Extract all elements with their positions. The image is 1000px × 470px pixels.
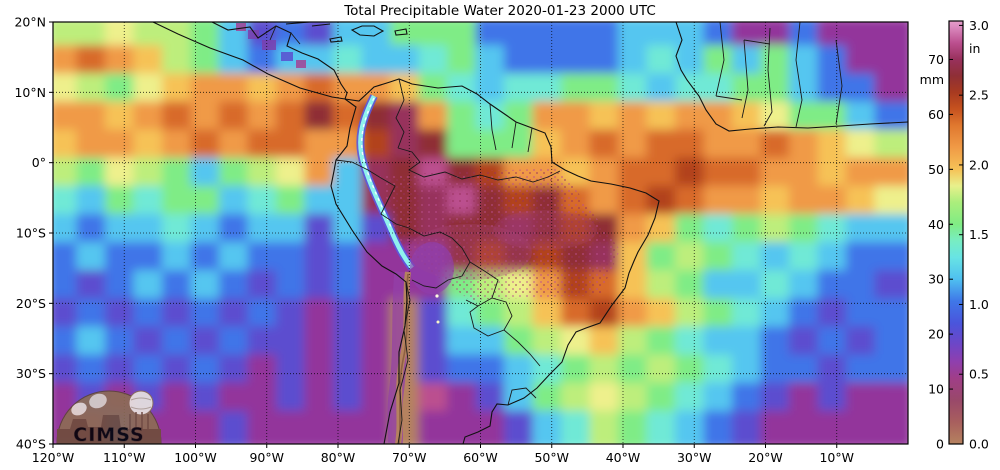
dry-patch	[248, 30, 259, 39]
tpw-cell	[874, 410, 908, 444]
colorbar-labels: 0 10 20 30 40 50 60 70 0.0 0.5 1.0 1.5 2.0 2.5 3.0	[928, 18, 989, 452]
border-path	[469, 297, 513, 337]
lon-tick-label: 120°W	[32, 450, 74, 465]
colorbar-in-label: 1.5	[969, 227, 989, 242]
salt-flat-dot	[435, 294, 439, 298]
border-path	[503, 329, 541, 367]
dry-patch	[236, 23, 246, 31]
dry-patch	[296, 60, 306, 68]
lon-tick-label: 40°W	[606, 450, 641, 465]
lon-tick-label: 10°W	[819, 450, 854, 465]
graticule	[53, 22, 908, 444]
border-path	[715, 22, 843, 128]
amazon-moist-patch	[493, 210, 597, 250]
map-title: Total Precipitable Water 2020-01-23 2000…	[343, 3, 656, 19]
logo-dish-icon	[89, 393, 107, 409]
lon-tick-label: 100°W	[174, 450, 216, 465]
logo-text: CIMSS	[73, 424, 144, 446]
coastline-path	[330, 98, 408, 444]
logo-tower-icon	[129, 412, 149, 430]
lat-tick-label: 40°S	[16, 437, 46, 452]
tpw-heatmap	[53, 22, 908, 444]
logo-skyline	[57, 415, 161, 443]
lon-tick-label: 70°W	[392, 450, 427, 465]
colorbar-mm-label: 40	[928, 217, 944, 232]
colorbar-gradient	[948, 20, 964, 445]
island-outline	[394, 28, 408, 36]
island-outline	[350, 25, 385, 37]
central-america-dry-patches	[236, 23, 306, 68]
colorbar-mm-label: 20	[928, 327, 944, 342]
lon-tick-label: 110°W	[103, 450, 145, 465]
island-outline	[329, 36, 343, 43]
country-borders	[269, 22, 843, 444]
coastline-path	[675, 22, 908, 132]
colorbar-in-label: 2.0	[969, 157, 989, 172]
colorbar-in-label: 0.0	[969, 437, 989, 452]
border-path	[335, 159, 410, 229]
tpw-field	[53, 22, 908, 444]
coastline-path	[344, 78, 660, 444]
axis-labels: 120°W 110°W 100°W 90°W 80°W 70°W 60°W 50°W 40°W 3…	[14, 15, 854, 466]
lat-tick-label: 0°	[32, 155, 46, 170]
lat-tick-label: 10°N	[14, 85, 46, 100]
border-path	[269, 25, 301, 45]
altiplano-patch	[410, 242, 454, 294]
colorbar-in-label: 3.0	[969, 18, 989, 33]
colorbar-in-label: 2.5	[969, 88, 989, 103]
coastline-path	[152, 22, 346, 100]
lat-tick-label: 20°N	[14, 15, 46, 30]
border-path	[465, 261, 499, 307]
colorbar-unit-in: in	[969, 41, 980, 56]
coastlines	[152, 22, 908, 444]
colorbar-mm-label: 30	[928, 272, 944, 287]
colorbar-in-label: 1.0	[969, 297, 989, 312]
colorbar-mm-label: 0	[936, 437, 944, 452]
lon-tick-label: 30°W	[677, 450, 712, 465]
colorbar-mm-label: 60	[928, 107, 944, 122]
coastline-path	[211, 22, 348, 100]
lat-tick-label: 30°S	[16, 366, 46, 381]
border-path	[507, 387, 537, 406]
colorbar-mm-label: 70	[928, 52, 944, 67]
lon-tick-label: 90°W	[249, 450, 284, 465]
andes-white-core	[361, 97, 392, 228]
colorbar-in-label: 0.5	[969, 367, 989, 382]
dry-patch	[281, 52, 293, 61]
border-path	[397, 147, 561, 183]
lon-tick-label: 20°W	[748, 450, 783, 465]
border-path	[395, 78, 405, 149]
logo-dish-icon	[71, 402, 87, 416]
lon-tick-label: 80°W	[321, 450, 356, 465]
lon-tick-label: 50°W	[534, 450, 569, 465]
logo-moon-icon	[128, 390, 154, 416]
border-path	[489, 103, 533, 153]
salt-flat-dot	[436, 320, 440, 324]
lat-tick-label: 10°S	[16, 226, 46, 241]
colorbar-unit-mm: mm	[920, 72, 944, 87]
lat-tick-label: 20°S	[16, 296, 46, 311]
colorbar-mm-label: 10	[928, 382, 944, 397]
dry-patch	[262, 40, 276, 50]
andes-cyan-stripe	[358, 94, 414, 270]
logo-moon-lines	[130, 397, 152, 410]
cimss-logo: CIMSS	[56, 390, 162, 446]
lon-tick-label: 60°W	[463, 450, 498, 465]
border-path	[397, 281, 411, 444]
colorbar-mm-label: 50	[928, 162, 944, 177]
